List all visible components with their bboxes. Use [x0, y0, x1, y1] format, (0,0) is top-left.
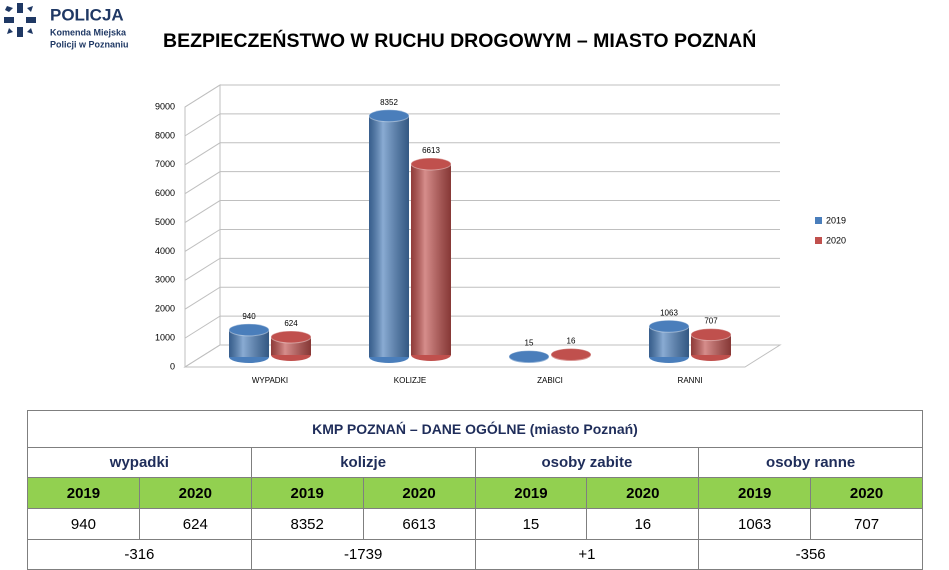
- y-tick-label: 1000: [155, 332, 175, 342]
- bar-top: [229, 324, 269, 336]
- group-header: osoby zabite: [475, 448, 699, 478]
- grid-line: [185, 143, 780, 165]
- bar-top: [411, 158, 451, 170]
- group-header: wypadki: [28, 448, 252, 478]
- year-header: 2019: [28, 478, 140, 509]
- grid-line: [185, 172, 780, 194]
- table-title: KMP POZNAŃ – DANE OGÓLNE (miasto Poznań): [28, 411, 923, 448]
- cylinder: [229, 324, 269, 363]
- year-header: 2019: [475, 478, 587, 509]
- year-header: 2019: [251, 478, 363, 509]
- grid-line: [185, 201, 780, 223]
- value-label: 16: [567, 337, 576, 346]
- x-tick-label: KOLIZJE: [394, 376, 426, 385]
- x-tick-label: WYPADKI: [252, 376, 288, 385]
- cylinder: [411, 158, 451, 361]
- bar-top: [649, 320, 689, 332]
- year-header: 2020: [811, 478, 923, 509]
- group-header: kolizje: [251, 448, 475, 478]
- difference-cell: -356: [699, 540, 923, 570]
- legend-label: 2020: [826, 235, 846, 245]
- grid-line: [185, 229, 780, 251]
- bar-top: [551, 349, 591, 361]
- cylinder: [509, 351, 549, 363]
- bar-top: [271, 331, 311, 343]
- grid-line: [185, 258, 780, 280]
- cylinder: [649, 320, 689, 363]
- cylinder: [551, 349, 591, 361]
- year-header: 2019: [699, 478, 811, 509]
- bar-top: [509, 351, 549, 363]
- value-cell: 6613: [363, 509, 475, 540]
- y-tick-label: 3000: [155, 275, 175, 285]
- difference-cell: -316: [28, 540, 252, 570]
- value-cell: 1063: [699, 509, 811, 540]
- cylinder: [691, 329, 731, 361]
- grid-line: [185, 85, 780, 107]
- grid-line: [185, 287, 780, 309]
- legend-swatch: [815, 237, 822, 244]
- x-tick-label: ZABICI: [537, 376, 563, 385]
- data-table: KMP POZNAŃ – DANE OGÓLNE (miasto Poznań)…: [27, 410, 923, 570]
- y-tick-label: 6000: [155, 188, 175, 198]
- value-cell: 15: [475, 509, 587, 540]
- cylinder: [271, 331, 311, 361]
- y-tick-label: 5000: [155, 217, 175, 227]
- y-tick-label: 8000: [155, 130, 175, 140]
- chart: 0 1000 2000 3000 4000 5000 6000 7000 8000 9000 WYP…: [0, 0, 949, 400]
- year-header: 2020: [363, 478, 475, 509]
- value-cell: 940: [28, 509, 140, 540]
- y-tick-label: 7000: [155, 159, 175, 169]
- year-header: 2020: [587, 478, 699, 509]
- value-label: 15: [525, 339, 534, 348]
- bar-shade: [411, 164, 451, 355]
- value-label: 940: [242, 312, 256, 321]
- y-tick-label: 4000: [155, 246, 175, 256]
- value-label: 8352: [380, 98, 398, 107]
- value-label: 6613: [422, 146, 440, 155]
- value-cell: 8352: [251, 509, 363, 540]
- bar-shade: [369, 116, 409, 357]
- bar-top: [369, 110, 409, 122]
- group-header: osoby ranne: [699, 448, 923, 478]
- value-cell: 16: [587, 509, 699, 540]
- year-header: 2020: [139, 478, 251, 509]
- difference-cell: +1: [475, 540, 699, 570]
- legend-swatch: [815, 217, 822, 224]
- side-wall: [185, 85, 220, 367]
- value-cell: 707: [811, 509, 923, 540]
- value-cell: 624: [139, 509, 251, 540]
- y-tick-label: 0: [170, 361, 175, 371]
- y-tick-label: 2000: [155, 304, 175, 314]
- value-label: 1063: [660, 308, 678, 317]
- legend-label: 2019: [826, 215, 846, 225]
- grid-line: [185, 114, 780, 136]
- bar-top: [691, 329, 731, 341]
- value-label: 707: [704, 317, 718, 326]
- difference-cell: -1739: [251, 540, 475, 570]
- cylinder: [369, 110, 409, 363]
- value-label: 624: [284, 319, 298, 328]
- y-tick-label: 9000: [155, 101, 175, 111]
- x-tick-label: RANNI: [678, 376, 703, 385]
